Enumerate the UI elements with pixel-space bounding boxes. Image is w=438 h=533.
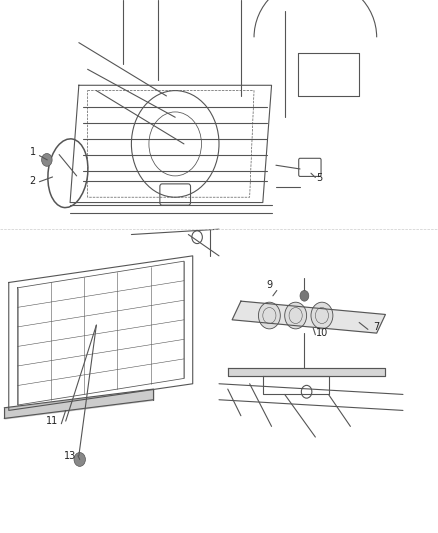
Circle shape xyxy=(300,290,309,301)
Polygon shape xyxy=(232,301,385,333)
Text: 10: 10 xyxy=(316,328,328,338)
Text: 9: 9 xyxy=(266,280,272,290)
Text: 13: 13 xyxy=(64,451,76,462)
Text: 1: 1 xyxy=(30,147,36,157)
Circle shape xyxy=(74,453,85,466)
Text: 2: 2 xyxy=(30,176,36,186)
Text: 11: 11 xyxy=(46,416,59,426)
Polygon shape xyxy=(228,368,385,376)
Text: 5: 5 xyxy=(317,173,323,183)
Circle shape xyxy=(311,302,333,329)
Circle shape xyxy=(285,302,307,329)
Text: 7: 7 xyxy=(374,322,380,333)
Circle shape xyxy=(258,302,280,329)
Circle shape xyxy=(42,154,52,166)
